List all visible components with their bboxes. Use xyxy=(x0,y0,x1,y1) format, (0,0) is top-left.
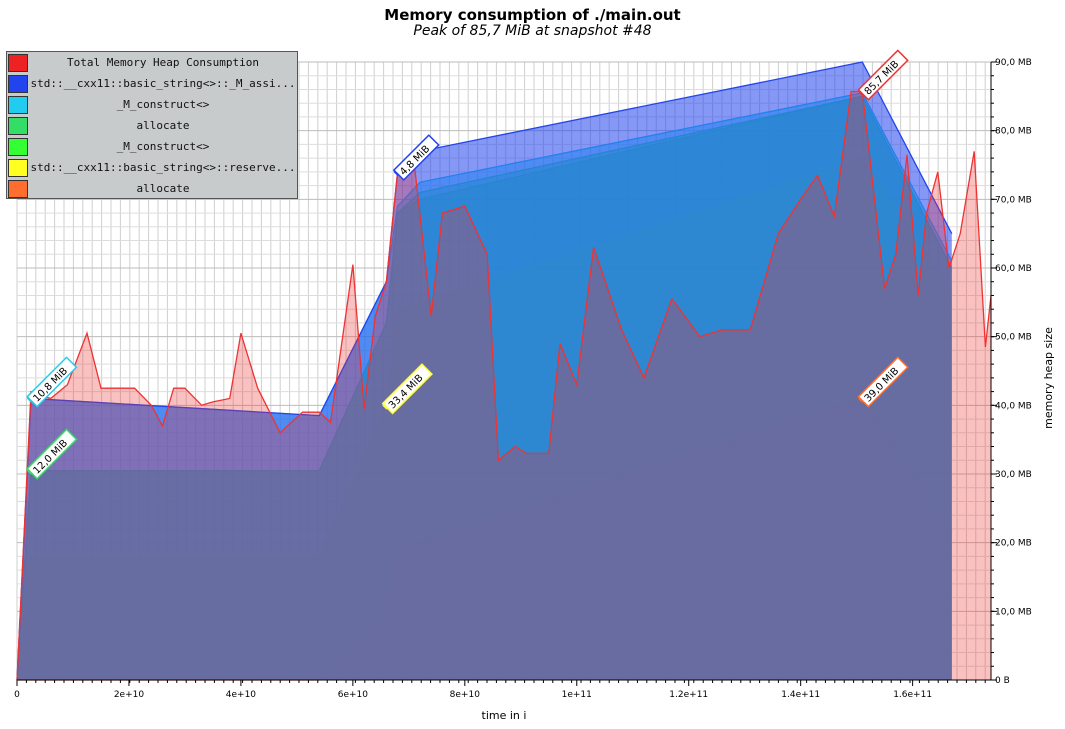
legend-label: _M_construct<> xyxy=(116,98,210,111)
x-tick-label: 6e+10 xyxy=(338,690,369,700)
y-axis-label: memory heap size xyxy=(1042,327,1055,429)
x-axis-label: time in i xyxy=(482,709,527,722)
chart-title: Memory consumption of ./main.out xyxy=(384,6,681,24)
legend-label: Total Memory Heap Consumption xyxy=(66,56,260,69)
peak-label-box xyxy=(381,363,433,415)
legend-label: std::__cxx11::basic_string<>::_M_assi... xyxy=(30,77,296,90)
legend-swatch xyxy=(8,75,28,93)
axes: 0 2e+10 4e+10 6e+10 8e+10 1e+11 1.2e+11 1.4e+11… xyxy=(14,58,1032,700)
y-tick-label: 0 B xyxy=(995,676,1010,686)
series-area xyxy=(17,91,991,680)
legend-swatch xyxy=(8,159,28,177)
y-tick-label: 30,0 MB xyxy=(995,470,1032,480)
x-tick-label: 4e+10 xyxy=(226,690,257,700)
legend-label: allocate xyxy=(136,119,190,132)
y-tick-label: 60,0 MB xyxy=(995,264,1032,274)
legend-label: std::__cxx11::basic_string<>::reserve... xyxy=(30,161,296,174)
y-tick-label: 90,0 MB xyxy=(995,58,1032,68)
series-area xyxy=(17,62,952,680)
legend-item: _M_construct<> xyxy=(7,137,297,157)
legend-item: allocate xyxy=(7,116,297,136)
x-tick-label: 1e+11 xyxy=(562,690,592,700)
legend-swatch xyxy=(8,54,28,72)
peak-label-box xyxy=(392,134,440,182)
chart-subtitle: Peak of 85,7 MiB at snapshot #48 xyxy=(413,23,652,39)
x-tick-label: 8e+10 xyxy=(450,690,481,700)
peak-label-box xyxy=(26,428,78,480)
peak-label-box xyxy=(857,49,909,101)
x-tick-label: 0 xyxy=(14,690,20,700)
legend-label: _M_construct<> xyxy=(116,140,210,153)
y-tick-label: 40,0 MB xyxy=(995,401,1032,411)
y-tick-label: 80,0 MB xyxy=(995,127,1032,137)
x-tick-label: 1.2e+11 xyxy=(669,690,708,700)
y-tick-label: 10,0 MB xyxy=(995,607,1032,617)
legend-swatch xyxy=(8,96,28,114)
legend: Total Memory Heap Consumption std::__cxx… xyxy=(6,51,298,199)
legend-label: allocate xyxy=(136,182,190,195)
legend-item: std::__cxx11::basic_string<>::reserve... xyxy=(7,158,297,178)
peak-label-box xyxy=(26,356,78,408)
peak-label-box xyxy=(857,356,909,408)
y-tick-label: 20,0 MB xyxy=(995,539,1032,549)
x-tick-label: 1.4e+11 xyxy=(781,690,820,700)
x-tick-label: 1.6e+11 xyxy=(893,690,932,700)
legend-item: std::__cxx11::basic_string<>::_M_assi... xyxy=(7,74,297,94)
series-areas xyxy=(16,61,992,681)
legend-swatch xyxy=(8,138,28,156)
y-tick-label: 70,0 MB xyxy=(995,195,1032,205)
y-tick-label: 50,0 MB xyxy=(995,333,1032,343)
series-line xyxy=(16,90,992,681)
legend-swatch xyxy=(8,180,28,198)
legend-item: _M_construct<> xyxy=(7,95,297,115)
x-tick-label: 2e+10 xyxy=(114,690,145,700)
legend-swatch xyxy=(8,117,28,135)
legend-item: allocate xyxy=(7,179,297,199)
legend-item: Total Memory Heap Consumption xyxy=(7,53,297,73)
